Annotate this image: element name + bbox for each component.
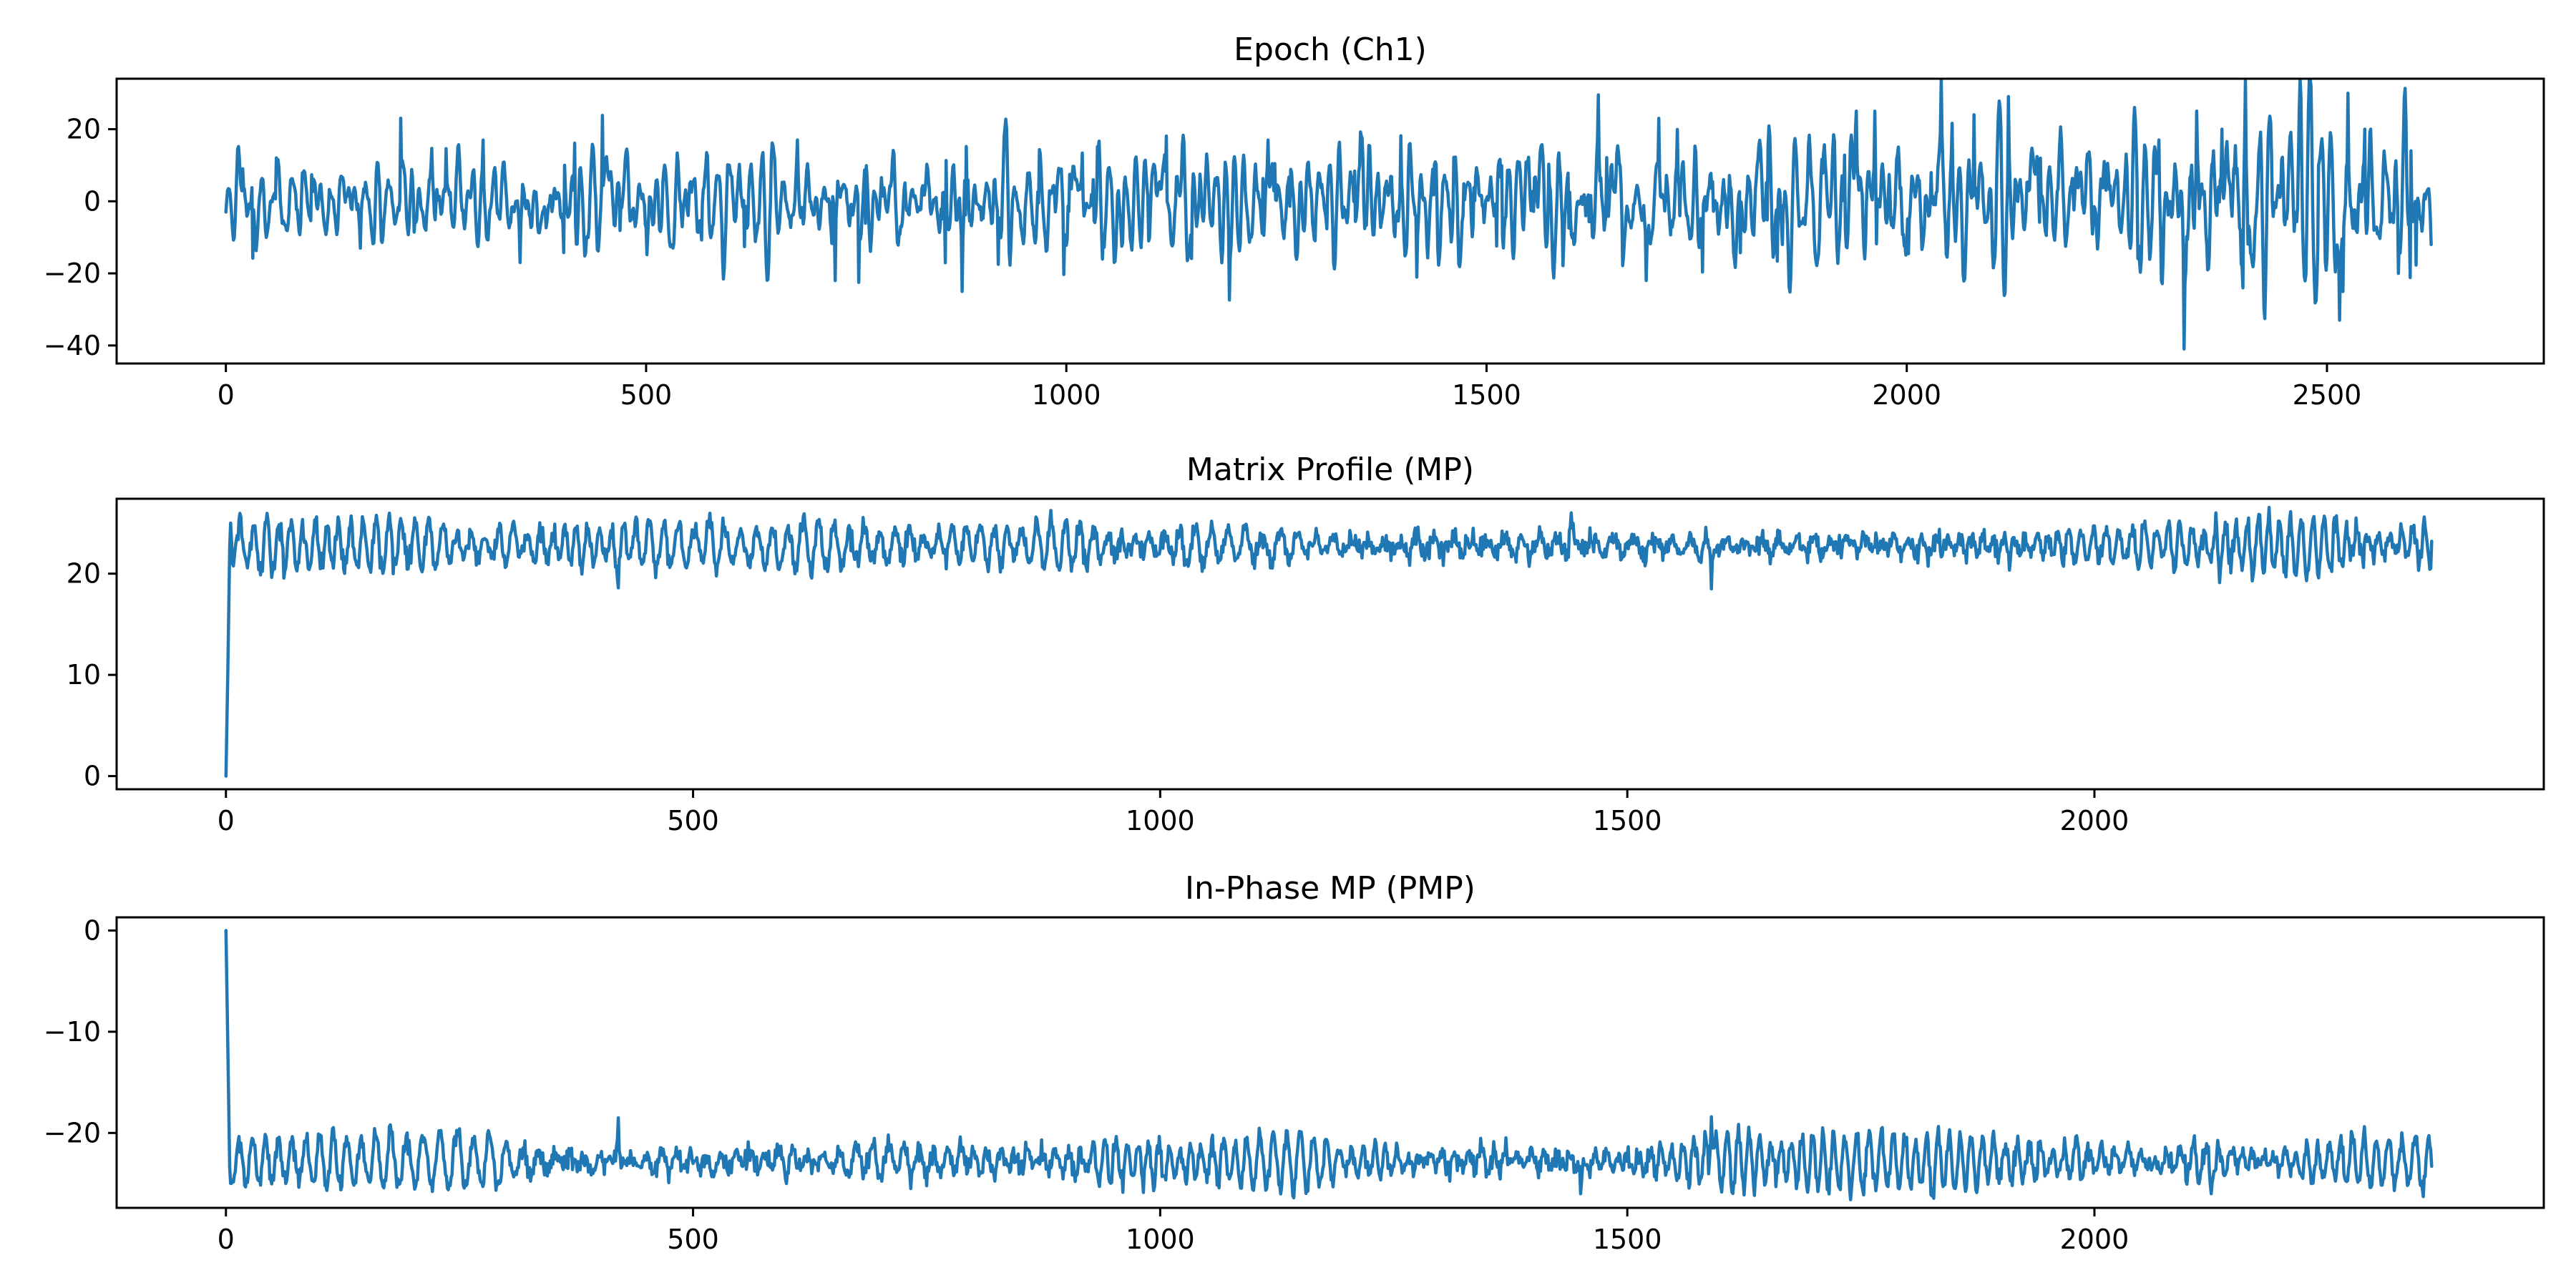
y-tick-label: 0 xyxy=(84,914,101,946)
x-tick-label: 2000 xyxy=(2060,805,2129,836)
y-tick-label: 20 xyxy=(67,558,101,590)
x-tick-label: 2000 xyxy=(1872,379,1941,411)
subplot-title: Epoch (Ch1) xyxy=(1234,31,1427,68)
y-tick-label: −20 xyxy=(44,258,101,289)
series-line xyxy=(224,505,2434,778)
subplot-in-phase-mp: In-Phase MP (PMP) 0 500 1000 1500 2000 −20 −10… xyxy=(44,870,2545,1255)
subplot-epoch: Epoch (Ch1) 0 500 1000 1500 2000 2500 −40 −20 0 2… xyxy=(44,31,2545,411)
x-tick-label: 1000 xyxy=(1032,379,1101,411)
x-tick-label: 1500 xyxy=(1452,379,1521,411)
subplot-title: Matrix Profile (MP) xyxy=(1186,452,1474,488)
series-line xyxy=(224,79,2433,351)
y-tick-label: 10 xyxy=(67,659,101,691)
y-tick-label: −20 xyxy=(44,1117,101,1148)
x-tick-label: 2500 xyxy=(2293,379,2362,411)
x-tick-label: 0 xyxy=(218,379,235,411)
subplot-title: In-Phase MP (PMP) xyxy=(1185,870,1475,907)
x-tick-label: 500 xyxy=(667,805,719,836)
y-tick-label: −10 xyxy=(44,1016,101,1048)
subplot-matrix-profile: Matrix Profile (MP) 0 500 1000 1500 2000 0 10 2… xyxy=(67,452,2545,836)
x-tick-label: 1500 xyxy=(1593,1224,1662,1255)
x-tick-label: 500 xyxy=(667,1224,719,1255)
series-line xyxy=(224,929,2434,1201)
y-tick-label: 0 xyxy=(84,185,101,217)
axes-frame xyxy=(115,497,2545,791)
y-tick-label: −40 xyxy=(44,330,101,361)
x-tick-label: 1000 xyxy=(1126,1224,1195,1255)
x-tick-label: 500 xyxy=(620,379,673,411)
x-tick-label: 0 xyxy=(218,805,235,836)
x-tick-label: 2000 xyxy=(2060,1224,2129,1255)
y-tick-label: 20 xyxy=(67,114,101,145)
x-tick-label: 1500 xyxy=(1593,805,1662,836)
x-tick-label: 1000 xyxy=(1126,805,1195,836)
axes-frame xyxy=(115,77,2545,365)
axes-frame xyxy=(115,916,2545,1209)
x-tick-label: 0 xyxy=(218,1224,235,1255)
y-tick-label: 0 xyxy=(84,761,101,792)
